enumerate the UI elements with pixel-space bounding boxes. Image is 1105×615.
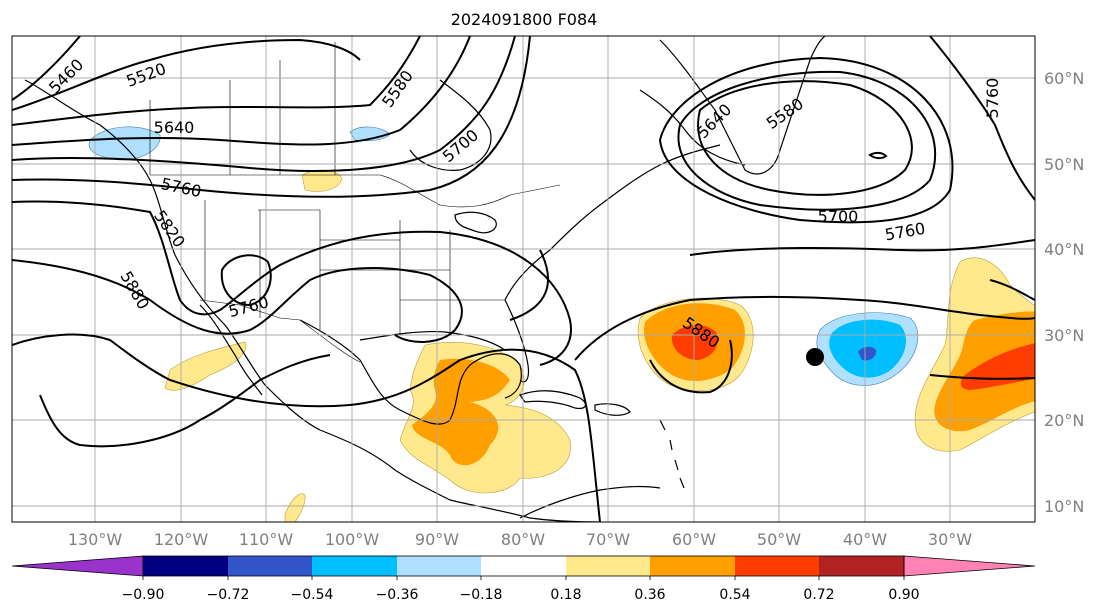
colorbar-tick-label: −0.72	[207, 587, 250, 603]
lon-label: 30°W	[928, 530, 972, 549]
colorbar-tick-label: 0.90	[888, 587, 919, 603]
positive-shade-pacific-small	[284, 493, 306, 522]
contour-5760-ring	[989, 279, 1035, 301]
colorbar-tick-marks	[142, 576, 905, 580]
lat-label: 10°N	[1044, 497, 1084, 516]
colorbar-bin	[312, 556, 397, 576]
colorbar-tick-label: 0.54	[719, 587, 750, 603]
colorbar-tick-label: 0.72	[803, 587, 834, 603]
height-contours	[12, 36, 1035, 522]
lon-label: 80°W	[501, 530, 545, 549]
lon-label: 120°W	[154, 530, 209, 549]
latitude-labels: 60°N 50°N 40°N 30°N 20°N 10°N	[1044, 69, 1084, 516]
border-us-mexico	[199, 299, 361, 363]
colorbar-bin	[735, 556, 819, 576]
contour-5460	[12, 36, 81, 101]
lon-label: 70°W	[586, 530, 630, 549]
contour-5820	[12, 200, 572, 366]
colorbar: −0.90 −0.72 −0.54 −0.36 −0.18 0.18 0.36 …	[11, 555, 1036, 603]
contour-5760-east-atl	[689, 239, 1035, 256]
colorbar-tick-label: −0.18	[460, 587, 503, 603]
colorbar-outline	[142, 555, 905, 577]
coast-cuba	[519, 390, 587, 410]
map-frame	[11, 35, 1036, 523]
contour-east-coast	[509, 249, 550, 321]
colorbar-bin	[650, 556, 735, 576]
contour-5760-mid	[12, 36, 531, 198]
contour-5520	[12, 38, 361, 111]
colorbar-bin	[819, 556, 904, 576]
contour-5880-pacific	[39, 354, 331, 448]
lon-label: 50°W	[757, 530, 801, 549]
contour-5700-west	[12, 36, 516, 172]
colorbar-tick-label: −0.54	[291, 587, 334, 603]
positive-shade-caribbean-inner	[412, 358, 510, 466]
lat-label: 50°N	[1044, 155, 1084, 174]
positive-shade-baja	[164, 341, 247, 391]
contour-label: 5700	[818, 207, 859, 226]
lat-label: 30°N	[1044, 326, 1084, 345]
lon-label: 110°W	[239, 530, 294, 549]
negative-shade-pacific-nw	[88, 126, 161, 161]
coast-baja	[199, 304, 263, 396]
coast-great-lakes	[454, 211, 497, 234]
contour-5640-west	[12, 36, 471, 146]
colorbar-tick-label: −0.36	[376, 587, 419, 603]
positive-shade-atlantic-core	[671, 324, 718, 360]
contour-5760-low	[220, 254, 272, 307]
coast-hispaniola	[594, 403, 631, 416]
contour-5880-west	[12, 259, 463, 343]
contour-5880-atlantic-b	[649, 339, 733, 394]
coast-us-gulf	[359, 330, 506, 351]
border-states-1	[204, 200, 505, 335]
colorbar-extend-min	[11, 555, 144, 577]
coast-lesser-antilles	[659, 419, 685, 489]
lon-label: 40°W	[843, 530, 887, 549]
colorbar-bin	[228, 556, 312, 576]
lat-label: 20°N	[1044, 411, 1084, 430]
lon-label: 90°W	[415, 530, 459, 549]
colorbar-bin	[143, 556, 228, 576]
shaded-anomalies	[88, 126, 1035, 522]
lat-label: 40°N	[1044, 240, 1084, 259]
contour-5640-low	[677, 70, 936, 211]
contour-5580-low	[697, 80, 913, 196]
lon-label: 100°W	[325, 530, 380, 549]
colorbar-tick-label: 0.18	[550, 587, 581, 603]
lon-label: 60°W	[672, 530, 716, 549]
coast-hudson-bay	[409, 79, 492, 171]
lon-label: 130°W	[68, 530, 123, 549]
coast-south-america	[519, 485, 661, 519]
longitude-labels: 130°W 120°W 110°W 100°W 90°W 80°W 70°W 6…	[68, 530, 972, 549]
coast-florida	[504, 299, 530, 383]
colorbar-tick-label: −0.90	[122, 587, 165, 603]
map-title: 2024091800 F084	[451, 10, 598, 29]
colorbar-tick-label: 0.36	[634, 587, 665, 603]
colorbar-bin	[397, 556, 481, 576]
coast-greenland	[659, 36, 826, 175]
colorbar-bin	[481, 556, 566, 576]
coast-canada-east	[639, 89, 746, 166]
border-us-canada	[150, 174, 561, 208]
contour-label: 5640	[154, 118, 195, 137]
negative-shade-atlantic-core	[858, 346, 877, 361]
storm-center-marker	[806, 348, 824, 366]
contour-label: 5760	[983, 78, 1002, 119]
contour-5700-low	[658, 56, 954, 224]
contour-5880-atlantic	[574, 296, 1035, 361]
contour-5580-west	[12, 36, 421, 126]
contour-5880-east	[929, 374, 1035, 380]
colorbar-bin	[566, 556, 650, 576]
contour-5880-south	[12, 333, 601, 522]
contour-5520-small	[868, 151, 888, 160]
contour-5760-north	[929, 36, 1035, 201]
lat-label: 60°N	[1044, 69, 1084, 88]
colorbar-extend-max	[903, 555, 1036, 577]
